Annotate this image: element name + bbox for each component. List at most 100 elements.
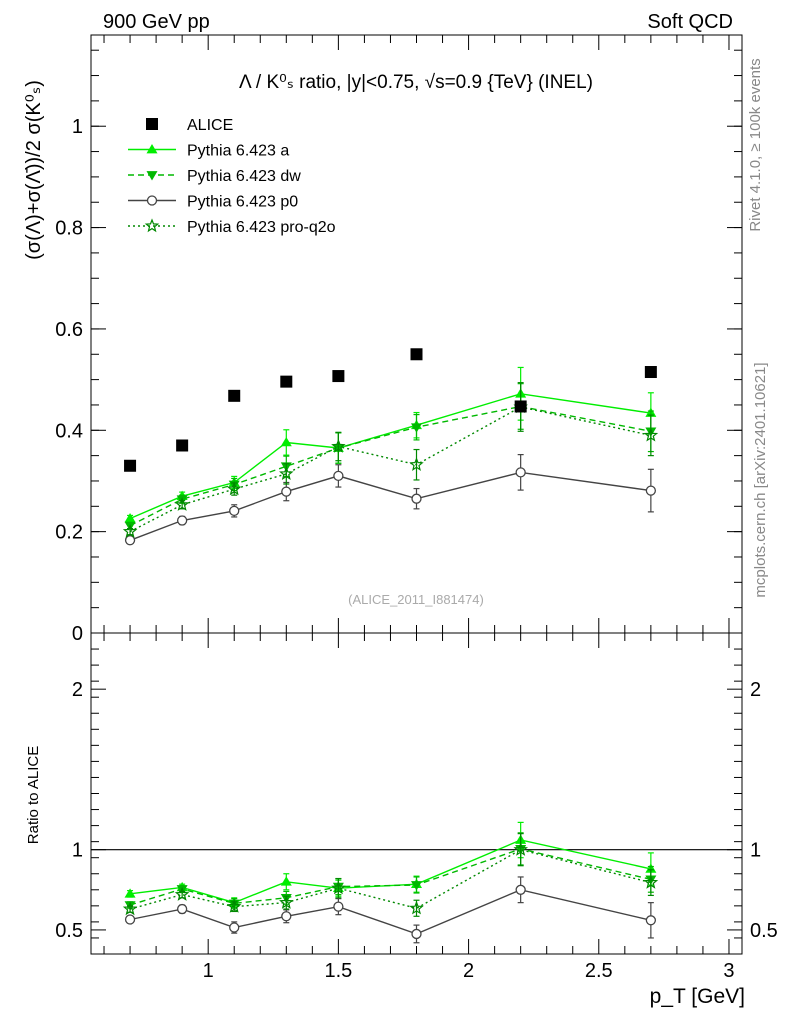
series-pythia-6-423-p0	[124, 876, 657, 944]
data-point	[124, 459, 137, 472]
series-line	[130, 839, 652, 904]
y-tick-label: 1	[72, 840, 83, 862]
y-tick-label: 0.6	[55, 319, 83, 341]
header-right: Soft QCD	[647, 11, 733, 33]
data-point	[411, 881, 422, 891]
data-point	[124, 535, 136, 546]
series-line	[129, 889, 652, 935]
data-point	[280, 876, 292, 886]
data-point	[229, 922, 240, 933]
legend-marker	[144, 218, 160, 233]
data-point	[229, 505, 240, 517]
series-line	[129, 393, 652, 520]
data-point	[513, 842, 528, 856]
series-line	[129, 405, 652, 527]
data-point	[226, 899, 242, 913]
series-pythia-6-423-a	[124, 821, 657, 909]
legend-label: Pythia 6.423 dw	[187, 168, 301, 185]
legend-item: Pythia 6.423 dw	[128, 168, 301, 185]
legend-marker	[146, 118, 158, 130]
x-tick-label: 1.5	[324, 960, 352, 982]
legend-item: Pythia 6.423 a	[128, 143, 289, 160]
legend-label: Pythia 6.423 pro-q2o	[187, 219, 336, 236]
series-pythia-6-423-p0	[124, 454, 657, 546]
main-axis-ticks: 0 0.2 0.4 0.6 0.8 1	[55, 49, 742, 645]
data-point	[124, 512, 136, 523]
y-tick-label: 1	[72, 116, 83, 138]
series-pythia-6-423-dw	[124, 832, 657, 911]
legend-marker	[146, 144, 158, 154]
main-y-axis-label: (σ(Λ)+σ(Λ̄))/2 σ(K⁰ₛ)	[23, 80, 45, 260]
mcplots-label: mcplots.cern.ch [arXiv:2401.10621]	[752, 362, 769, 597]
data-point	[333, 470, 344, 482]
y-tick-label-right: 1	[750, 840, 761, 862]
legend: ALICE Pythia 6.423 a Pythia 6.423 dw Pythia…	[128, 117, 336, 236]
data-point	[226, 481, 242, 496]
legend-marker	[146, 171, 158, 181]
legend-label: Pythia 6.423 p0	[187, 194, 298, 211]
data-point	[410, 348, 423, 361]
data-point	[280, 436, 292, 447]
main-series-layer	[122, 348, 659, 546]
y-tick-label: 0.2	[55, 522, 83, 544]
legend-item: Pythia 6.423 p0	[128, 194, 298, 211]
data-point	[280, 375, 293, 388]
series-pythia-6-423-a	[124, 366, 657, 523]
data-point	[515, 467, 526, 478]
data-point	[279, 894, 294, 909]
series-line	[129, 848, 652, 910]
data-point	[411, 928, 422, 940]
data-point	[333, 901, 344, 912]
data-point	[645, 915, 657, 926]
main-plot-title: Λ / K⁰ₛ ratio, |y|<0.75, √s=0.9 {TeV} (I…	[239, 72, 593, 93]
y-tick-label-right: 2	[750, 679, 761, 701]
rivet-label: Rivet 4.1.0, ≥ 100k events	[747, 58, 764, 231]
y-tick-label: 0	[72, 623, 83, 645]
analysis-watermark: (ALICE_2011_I881474)	[348, 592, 484, 607]
ratio-y-axis-label: Ratio to ALICE	[25, 746, 42, 844]
data-point	[281, 911, 292, 922]
series-line	[129, 406, 652, 533]
y-tick-label: 2	[72, 679, 83, 701]
data-point	[176, 439, 189, 452]
data-point	[174, 886, 190, 901]
data-point	[643, 427, 659, 442]
series-pythia-6-423-dw	[124, 383, 657, 532]
header-left: 900 GeV pp	[103, 11, 210, 33]
x-tick-label: 2	[463, 960, 474, 982]
data-point	[279, 466, 294, 481]
x-tick-label: 1	[203, 960, 214, 982]
data-point	[124, 888, 136, 898]
data-point	[643, 874, 659, 889]
data-point	[332, 370, 345, 383]
data-point	[409, 457, 424, 471]
series-line	[129, 471, 651, 541]
x-axis-label: p_T [GeV]	[650, 985, 745, 1008]
data-point	[514, 400, 527, 413]
y-tick-label-right: 0.5	[750, 920, 778, 942]
series-pythia-6-423-pro-q2o	[122, 382, 659, 538]
data-point	[644, 366, 657, 379]
legend-marker	[146, 195, 158, 206]
ratio-series-layer	[122, 821, 659, 944]
series-line	[129, 848, 652, 906]
y-tick-label: 0.8	[55, 218, 83, 240]
data-point	[174, 497, 190, 511]
data-point	[124, 914, 136, 925]
data-point	[515, 884, 526, 895]
data-point	[122, 901, 138, 916]
series-alice	[124, 348, 657, 472]
data-point	[409, 900, 424, 915]
data-point	[331, 438, 346, 453]
x-tick-label: 3	[723, 960, 734, 982]
data-point	[331, 880, 346, 895]
y-tick-label: 0.4	[55, 420, 83, 442]
data-point	[176, 903, 188, 915]
legend-label: ALICE	[187, 117, 233, 134]
legend-item: ALICE	[146, 117, 233, 134]
y-tick-label: 0.5	[55, 920, 83, 942]
data-point	[228, 389, 241, 402]
data-point	[645, 485, 657, 496]
legend-item: Pythia 6.423 pro-q2o	[128, 218, 336, 236]
